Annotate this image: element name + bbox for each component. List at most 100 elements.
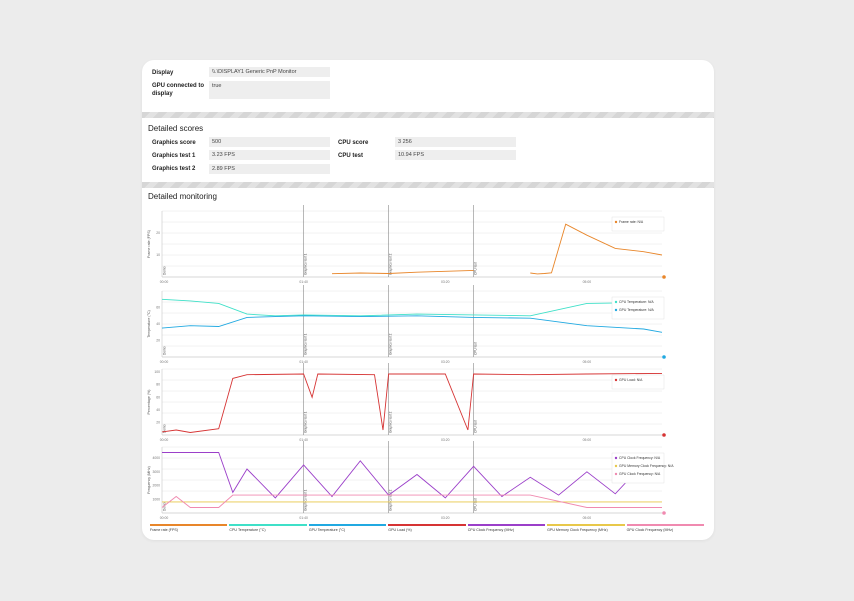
phase-label: Graphics test 1: [304, 333, 308, 355]
x-tick-label: 00:00: [160, 516, 169, 520]
x-tick-label: 03:20: [441, 360, 450, 364]
legend-label[interactable]: CPU Clock Frequency (MHz): [467, 528, 515, 532]
phase-label: Demo: [163, 266, 167, 275]
legend-label[interactable]: Frame rate (FPS): [150, 528, 178, 532]
graphics-score-value: 500: [209, 137, 330, 147]
phase-label: Demo: [163, 502, 167, 511]
cpu-test-value: 10.94 FPS: [395, 150, 516, 160]
x-tick-label: 01:40: [299, 280, 308, 284]
y-tick-label: 40: [156, 322, 160, 326]
series-line: [161, 315, 663, 333]
tooltip-text: GPU Clock Frequency: N/A: [619, 472, 661, 476]
series-line: [162, 452, 663, 499]
y-tick-label: 60: [156, 306, 160, 310]
phase-label: Graphics test 1: [304, 489, 308, 511]
tooltip-box: [611, 452, 665, 484]
phase-label: Demo: [163, 346, 167, 355]
y-axis-label: Frame rate (FPS): [147, 230, 151, 258]
tooltip-text: CPU Temperature: N/A: [619, 300, 654, 304]
y-tick-label: 20: [156, 231, 160, 235]
end-marker: [662, 275, 666, 279]
legend-color-bar: [388, 524, 466, 526]
series-line: [161, 494, 662, 508]
x-tick-label: 03:20: [441, 280, 450, 284]
tooltip-box: [611, 216, 665, 232]
legend-color-bar: [150, 524, 228, 526]
x-tick-label: 05:00: [583, 438, 592, 442]
series-line: [161, 372, 663, 433]
tooltip-text: CPU Clock Frequency: N/A: [619, 456, 661, 460]
legend-color-bar: [308, 524, 387, 526]
y-axis-label: Percentage (%): [147, 390, 151, 415]
section-divider: [142, 182, 714, 188]
x-tick-label: 03:20: [441, 516, 450, 520]
y-tick-label: 2000: [152, 484, 160, 488]
legend-label[interactable]: GPU Load (%): [388, 528, 412, 532]
end-marker: [662, 433, 666, 437]
y-tick-label: 100: [154, 370, 160, 374]
display-label: Display: [152, 70, 174, 76]
legend-label[interactable]: GPU Clock Frequency (MHz): [626, 528, 674, 532]
tooltip-dot: [614, 456, 618, 460]
tooltip: GPU Load: N/A: [611, 374, 665, 390]
tooltip-box: [611, 374, 665, 390]
tooltip: Frame rate: N/A: [611, 216, 665, 232]
phase-label: CPU test: [474, 342, 478, 355]
phase-label: CPU test: [474, 498, 478, 511]
legend-color-bar: [467, 524, 546, 526]
tooltip-dot: [614, 472, 618, 476]
x-tick-label: 05:00: [583, 516, 592, 520]
chart-panel-3: Percentage (%) 20 40 60 80 100 00:00 01:40 03:20…: [147, 363, 666, 442]
y-tick-label: 4000: [152, 456, 160, 460]
phase-label: Graphics test 1: [304, 253, 308, 275]
tooltip-text: GPU Memory Clock Frequency: N/A: [619, 464, 674, 468]
x-tick-label: 00:00: [160, 280, 169, 284]
tooltip-dot: [614, 464, 618, 468]
legend-color-bar: [229, 524, 307, 526]
phase-label: Graphics test 2: [389, 333, 393, 355]
tooltip-text: GPU Load: N/A: [619, 378, 643, 382]
y-tick-label: 80: [156, 383, 160, 387]
y-tick-label: 10: [156, 253, 160, 257]
section-divider: [142, 112, 714, 118]
chart-panel-4: Frequency (MHz)1000 2000 3000 4000 00:00 01:4…: [147, 441, 674, 520]
x-tick-label: 01:40: [299, 516, 308, 520]
x-tick-label: 00:00: [160, 360, 169, 364]
y-tick-label: 20: [156, 339, 160, 343]
phase-label: CPU test: [474, 420, 478, 433]
chart-panel-2: Temperature (°C) 20 40 60 00:00 01:40 03:20 05:…: [147, 285, 666, 364]
graphics-score-label: Graphics score: [152, 140, 196, 146]
detailed-monitoring-title: Detailed monitoring: [148, 192, 217, 201]
tooltip-text: Frame rate: N/A: [619, 220, 644, 224]
tooltip-dot: [614, 300, 618, 304]
phase-label: Graphics test 1: [304, 411, 308, 433]
monitoring-legend: Frame rate (FPS) CPU Temperature (°C) GPU …: [150, 524, 706, 536]
legend-label[interactable]: CPU Temperature (°C): [229, 528, 266, 532]
legend-color-bar: [547, 524, 625, 526]
display-value: \\.\DISPLAY1 Generic PnP Monitor: [209, 67, 330, 77]
y-axis-label: Temperature (°C): [147, 310, 151, 338]
chart-panel-1: Frame rate (FPS) 10 20 00:00 01:40 03:20 05:00…: [147, 205, 666, 284]
result-card: Display \\.\DISPLAY1 Generic PnP Monitor…: [142, 60, 714, 540]
tooltip-box: [611, 296, 665, 320]
x-tick-label: 05:00: [583, 360, 592, 364]
tooltip: CPU Temperature: N/A GPU Temperature: N/A: [611, 296, 665, 320]
y-tick-label: 3000: [152, 470, 160, 474]
x-tick-label: 03:20: [441, 438, 450, 442]
series-line: [161, 298, 663, 317]
graphics-test1-value: 3.23 FPS: [209, 150, 330, 160]
legend-label[interactable]: GPU Temperature (°C): [308, 528, 346, 532]
y-tick-label: 40: [156, 408, 160, 412]
legend-label[interactable]: GPU Memory Clock Frequency (MHz): [547, 528, 608, 532]
cpu-score-label: CPU score: [338, 140, 369, 146]
phase-label: Graphics test 2: [389, 253, 393, 275]
tooltip-text: GPU Temperature: N/A: [619, 308, 655, 312]
phase-label: Graphics test 2: [389, 489, 393, 511]
tooltip-dot: [614, 308, 618, 312]
graphics-test2-label: Graphics test 2: [152, 166, 196, 172]
x-tick-label: 00:00: [160, 438, 169, 442]
end-marker: [662, 355, 666, 359]
phase-label: Demo: [163, 424, 167, 433]
y-tick-label: 1000: [152, 497, 160, 501]
cpu-score-value: 3 256: [395, 137, 516, 147]
